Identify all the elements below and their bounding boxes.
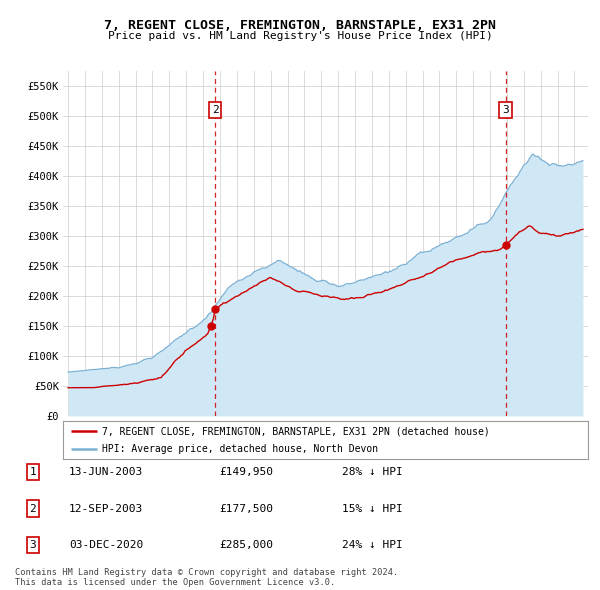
Text: 3: 3 [502,105,509,115]
Text: 03-DEC-2020: 03-DEC-2020 [69,540,143,550]
Text: Contains HM Land Registry data © Crown copyright and database right 2024.: Contains HM Land Registry data © Crown c… [15,568,398,577]
Text: 13-JUN-2003: 13-JUN-2003 [69,467,143,477]
Text: 12-SEP-2003: 12-SEP-2003 [69,504,143,513]
Text: 28% ↓ HPI: 28% ↓ HPI [342,467,403,477]
Text: 2: 2 [29,504,37,513]
Text: This data is licensed under the Open Government Licence v3.0.: This data is licensed under the Open Gov… [15,578,335,587]
Text: 15% ↓ HPI: 15% ↓ HPI [342,504,403,513]
Text: HPI: Average price, detached house, North Devon: HPI: Average price, detached house, Nort… [103,444,379,454]
Text: 7, REGENT CLOSE, FREMINGTON, BARNSTAPLE, EX31 2PN: 7, REGENT CLOSE, FREMINGTON, BARNSTAPLE,… [104,19,496,32]
Text: 24% ↓ HPI: 24% ↓ HPI [342,540,403,550]
Text: 2: 2 [212,105,218,115]
Text: 1: 1 [29,467,37,477]
Text: £285,000: £285,000 [219,540,273,550]
Text: 7, REGENT CLOSE, FREMINGTON, BARNSTAPLE, EX31 2PN (detached house): 7, REGENT CLOSE, FREMINGTON, BARNSTAPLE,… [103,426,490,436]
Text: Price paid vs. HM Land Registry's House Price Index (HPI): Price paid vs. HM Land Registry's House … [107,31,493,41]
Text: £177,500: £177,500 [219,504,273,513]
Text: 3: 3 [29,540,37,550]
Text: £149,950: £149,950 [219,467,273,477]
